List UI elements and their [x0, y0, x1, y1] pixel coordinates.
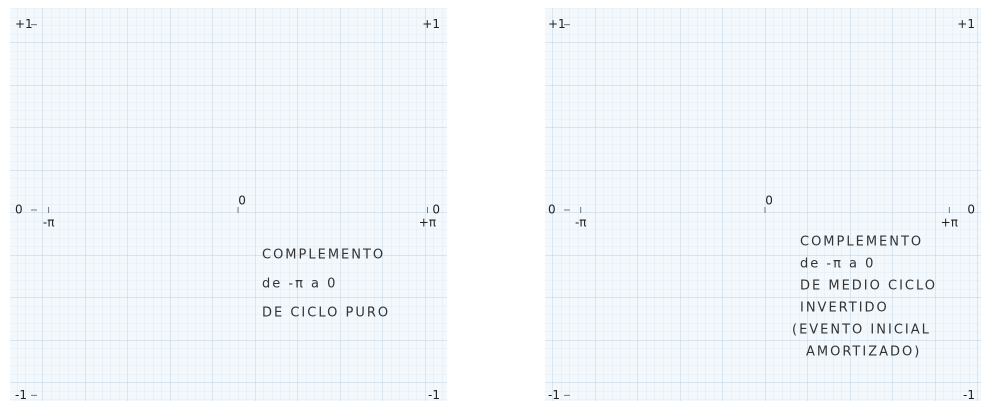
y-tick-label: -1	[548, 388, 560, 402]
y-tick-label: 0	[548, 203, 556, 217]
y-tick-label: 0	[967, 203, 975, 217]
annotation: INVERTIDO	[800, 301, 889, 316]
annotation: COMPLEMENTO	[262, 248, 385, 263]
x-tick-label: -π	[575, 216, 587, 230]
annotation: (EVENTO INICIAL	[792, 323, 931, 338]
x-tick-label: +π	[419, 216, 436, 230]
x-tick-label: +π	[941, 216, 958, 230]
annotation: DE CICLO PURO	[262, 306, 390, 321]
annotation: DE MEDIO CICLO	[800, 279, 937, 294]
annotation: de -π a 0	[262, 277, 337, 292]
annotation: de -π a 0	[800, 257, 875, 272]
y-tick-label: +1	[548, 17, 566, 31]
x-tick-label: 0	[765, 194, 773, 208]
annotation: AMORTIZADO)	[806, 345, 921, 360]
x-tick-label: -π	[43, 216, 55, 230]
annotation: COMPLEMENTO	[800, 235, 923, 250]
y-tick-label: +1	[15, 17, 33, 31]
y-tick-label: -1	[428, 388, 440, 402]
y-tick-label: +1	[422, 17, 440, 31]
y-tick-label: +1	[957, 17, 975, 31]
y-tick-label: -1	[15, 388, 27, 402]
x-tick-label: 0	[238, 194, 246, 208]
y-tick-label: -1	[963, 388, 975, 402]
paper-grid	[10, 8, 447, 401]
paper-grid	[545, 8, 981, 401]
y-tick-label: 0	[432, 203, 440, 217]
y-tick-label: 0	[15, 203, 23, 217]
